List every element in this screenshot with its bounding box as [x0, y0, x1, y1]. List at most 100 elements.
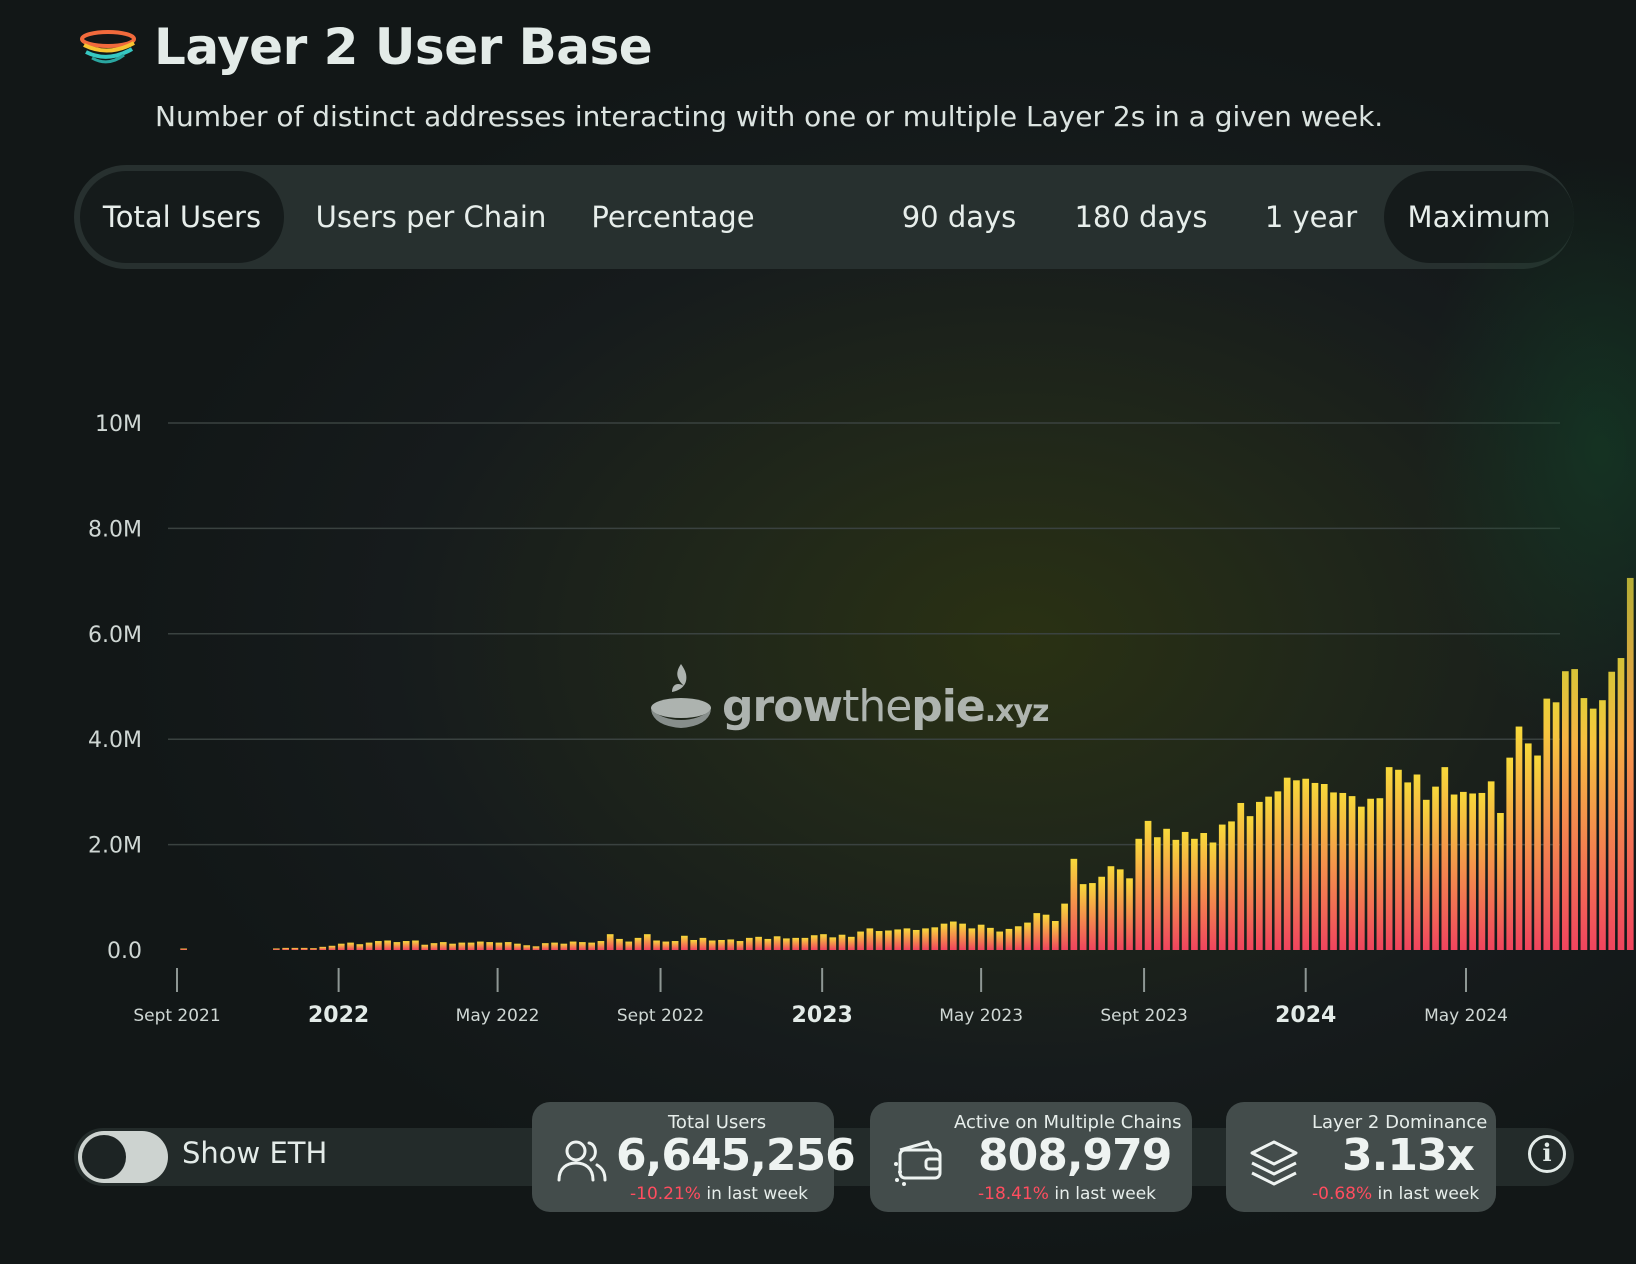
bar[interactable]: [402, 941, 410, 950]
bar[interactable]: [310, 948, 317, 950]
bar[interactable]: [838, 934, 846, 950]
bar[interactable]: [1543, 698, 1551, 950]
bar[interactable]: [1348, 796, 1356, 950]
bar[interactable]: [1395, 769, 1402, 950]
bar[interactable]: [1441, 767, 1449, 950]
bar[interactable]: [541, 943, 549, 950]
bar[interactable]: [940, 923, 948, 950]
bar[interactable]: [569, 941, 577, 950]
bar[interactable]: [551, 942, 558, 950]
bar[interactable]: [690, 939, 697, 950]
bar[interactable]: [1024, 922, 1031, 950]
bar[interactable]: [1339, 792, 1347, 950]
bar[interactable]: [1163, 828, 1170, 950]
bar[interactable]: [866, 928, 874, 950]
bar[interactable]: [718, 939, 725, 950]
bar[interactable]: [375, 941, 382, 950]
bar[interactable]: [1126, 878, 1133, 950]
bar[interactable]: [708, 940, 716, 950]
bar[interactable]: [1089, 883, 1096, 950]
bar[interactable]: [319, 946, 327, 950]
bar[interactable]: [1014, 926, 1022, 950]
bar[interactable]: [653, 940, 660, 950]
bar[interactable]: [1265, 796, 1272, 950]
bar[interactable]: [977, 924, 985, 950]
bar[interactable]: [1181, 831, 1189, 950]
bar[interactable]: [801, 937, 809, 950]
bar[interactable]: [912, 929, 920, 950]
bar[interactable]: [1404, 782, 1412, 950]
bar[interactable]: [1302, 778, 1310, 950]
bar[interactable]: [1385, 767, 1393, 950]
info-button[interactable]: i: [1528, 1135, 1566, 1173]
bar[interactable]: [579, 942, 586, 950]
bar[interactable]: [421, 944, 429, 950]
bar[interactable]: [847, 936, 855, 950]
bar[interactable]: [885, 930, 892, 951]
bar[interactable]: [1051, 921, 1059, 950]
bar[interactable]: [477, 941, 484, 950]
bar[interactable]: [1070, 858, 1078, 950]
bar[interactable]: [996, 931, 1004, 950]
bar[interactable]: [1626, 577, 1634, 950]
bar[interactable]: [1413, 774, 1421, 950]
bar[interactable]: [1237, 802, 1245, 950]
bar[interactable]: [597, 941, 605, 950]
bar[interactable]: [1478, 792, 1486, 950]
bar[interactable]: [1515, 726, 1523, 950]
bar[interactable]: [1191, 838, 1198, 950]
bar[interactable]: [1562, 671, 1569, 950]
range-180-days[interactable]: 180 days: [1074, 200, 1208, 234]
bar[interactable]: [337, 943, 345, 950]
bar[interactable]: [1228, 821, 1235, 950]
bar[interactable]: [1153, 837, 1161, 950]
bar[interactable]: [1311, 782, 1319, 950]
bar[interactable]: [1005, 928, 1013, 950]
tab-percentage[interactable]: Percentage: [591, 200, 755, 234]
show-eth-toggle[interactable]: [78, 1131, 168, 1183]
bar[interactable]: [810, 935, 818, 950]
bar[interactable]: [829, 937, 837, 950]
bar[interactable]: [699, 937, 707, 950]
bar[interactable]: [560, 943, 568, 950]
bar[interactable]: [792, 937, 800, 950]
bar[interactable]: [1079, 884, 1087, 951]
bar[interactable]: [1469, 793, 1476, 950]
bar[interactable]: [1033, 913, 1041, 950]
bar[interactable]: [1107, 866, 1115, 950]
bar[interactable]: [755, 936, 762, 950]
bar[interactable]: [347, 942, 354, 950]
bar[interactable]: [1608, 671, 1616, 950]
bar[interactable]: [1061, 903, 1068, 950]
bar[interactable]: [1256, 801, 1263, 950]
bar[interactable]: [736, 941, 744, 950]
bar[interactable]: [987, 927, 994, 950]
bar[interactable]: [412, 940, 419, 950]
bar[interactable]: [1552, 702, 1560, 950]
bar[interactable]: [495, 942, 503, 950]
bar[interactable]: [643, 934, 651, 950]
bar[interactable]: [458, 942, 466, 950]
bar[interactable]: [291, 947, 299, 950]
bar[interactable]: [820, 934, 827, 950]
bar[interactable]: [328, 945, 336, 950]
bar[interactable]: [1172, 839, 1180, 950]
bar[interactable]: [1293, 780, 1300, 950]
bar[interactable]: [1450, 794, 1458, 950]
bar[interactable]: [949, 921, 957, 950]
bar[interactable]: [1209, 842, 1217, 950]
bar[interactable]: [532, 946, 540, 950]
bar[interactable]: [356, 944, 364, 950]
bar[interactable]: [1144, 820, 1152, 950]
bar[interactable]: [968, 928, 976, 950]
bar[interactable]: [300, 947, 308, 950]
bar[interactable]: [1367, 798, 1374, 950]
bar[interactable]: [773, 936, 781, 950]
bar[interactable]: [727, 939, 735, 950]
bar[interactable]: [922, 928, 929, 950]
bar[interactable]: [1599, 700, 1606, 950]
bar[interactable]: [1524, 743, 1532, 950]
bar[interactable]: [1432, 786, 1439, 950]
bar[interactable]: [1422, 799, 1430, 950]
bar[interactable]: [959, 923, 966, 950]
